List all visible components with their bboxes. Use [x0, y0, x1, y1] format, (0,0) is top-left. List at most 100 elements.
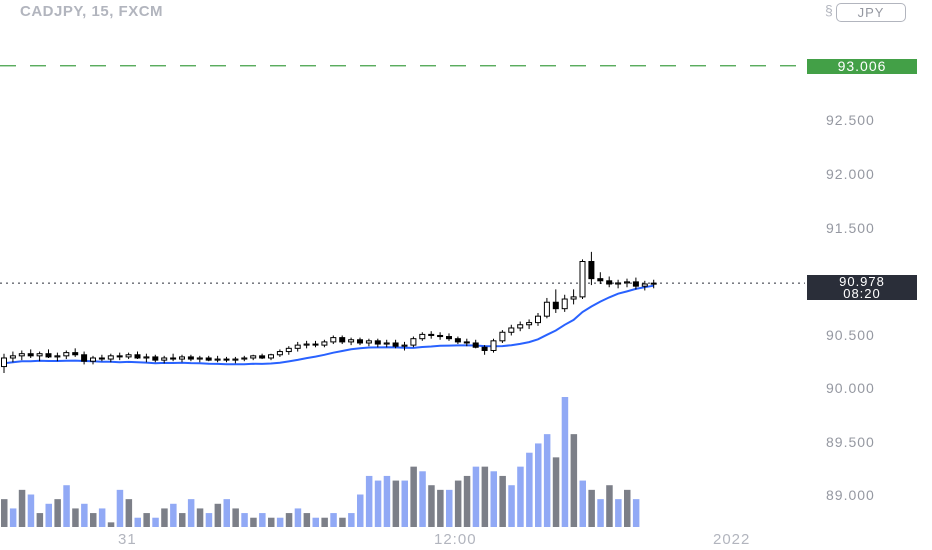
time-tick: 12:00	[434, 531, 477, 548]
candle-body	[428, 333, 435, 336]
volume-bars	[1, 397, 640, 527]
candle-body	[472, 342, 479, 348]
candle-body	[446, 336, 452, 340]
volume-bar	[606, 485, 613, 527]
candle-body	[454, 338, 461, 343]
alert-price-tag[interactable]: 93.006	[807, 59, 917, 74]
volume-bar	[383, 475, 391, 527]
candle	[9, 351, 16, 363]
candle	[205, 355, 212, 362]
candle	[223, 356, 230, 363]
volume-bar	[294, 508, 302, 527]
candle-body	[526, 322, 533, 326]
candle-body	[561, 298, 568, 310]
candle-body	[330, 337, 337, 343]
volume-bar	[437, 489, 444, 527]
volume-bar	[579, 480, 586, 527]
volume-bar	[268, 517, 275, 527]
volume-bar	[570, 434, 578, 527]
candle-body	[27, 353, 34, 357]
volume-bar	[624, 489, 631, 527]
candle	[294, 341, 301, 352]
volume-bar	[517, 466, 524, 527]
candle-body	[170, 357, 177, 360]
candle	[454, 336, 461, 345]
candle-body	[624, 281, 630, 284]
candle	[125, 352, 132, 360]
candle	[152, 354, 159, 363]
volume-bar	[196, 508, 204, 527]
volume-bar	[348, 513, 355, 527]
volume-bar	[54, 499, 61, 527]
candle-body	[383, 342, 390, 345]
candle	[499, 330, 506, 343]
volume-bar	[90, 513, 97, 527]
candle	[374, 338, 381, 348]
price-tick: 89.500	[826, 434, 875, 450]
candle	[588, 251, 595, 286]
time-tick: 2022	[713, 531, 751, 548]
candle	[606, 276, 613, 288]
candle	[143, 353, 150, 363]
volume-bar	[214, 503, 222, 527]
volume-bar	[321, 517, 328, 527]
candle	[63, 350, 70, 360]
candle	[72, 348, 79, 357]
candle-body	[134, 354, 141, 359]
candle	[259, 353, 266, 360]
candle-body	[570, 296, 577, 300]
candle-body	[641, 283, 648, 287]
candle	[624, 278, 630, 288]
volume-bar	[223, 499, 230, 527]
candle-body	[606, 280, 613, 285]
candle	[241, 355, 248, 362]
candle-body	[392, 342, 399, 347]
candle	[463, 338, 470, 347]
volume-bar	[401, 480, 408, 527]
candle	[570, 289, 577, 305]
candle-body	[98, 357, 105, 360]
candle-body	[45, 353, 52, 358]
volume-bar	[107, 522, 115, 527]
volume-bar	[27, 494, 35, 527]
candle	[579, 259, 586, 300]
volume-bar	[454, 480, 462, 527]
currency-label: JPY	[857, 5, 885, 20]
candle-body	[517, 324, 524, 329]
candle-body	[250, 355, 257, 359]
candle-body	[241, 357, 248, 360]
candle	[250, 354, 257, 361]
candle-body	[650, 282, 657, 285]
volume-bar	[410, 466, 417, 527]
last-price-tag[interactable]: 90.978 08:20	[807, 275, 917, 300]
candle	[428, 331, 435, 339]
volume-bar	[472, 466, 480, 527]
volume-bar	[98, 508, 106, 527]
volume-bar	[615, 499, 622, 527]
candle-body	[268, 354, 274, 359]
volume-bar	[481, 466, 489, 527]
candle-body	[312, 343, 319, 346]
price-tick: 91.500	[826, 220, 875, 236]
candle-body	[81, 354, 88, 362]
candle	[161, 355, 168, 364]
volume-bar	[632, 499, 640, 527]
candle-body	[152, 356, 159, 361]
candle	[481, 345, 488, 355]
volume-bar	[561, 397, 569, 527]
candle	[339, 335, 346, 345]
candle	[303, 340, 310, 349]
candle	[526, 319, 533, 330]
volume-bar	[1, 499, 8, 527]
candle-body	[348, 339, 355, 343]
volume-bar	[232, 508, 239, 527]
volume-bar	[276, 517, 284, 527]
candle	[597, 272, 604, 285]
volume-bar	[170, 503, 177, 527]
volume-bar	[161, 508, 168, 527]
candle-body	[36, 353, 43, 357]
price-tick: 90.000	[826, 380, 875, 396]
currency-badge[interactable]: § JPY	[825, 2, 906, 22]
candle-body	[499, 331, 506, 342]
